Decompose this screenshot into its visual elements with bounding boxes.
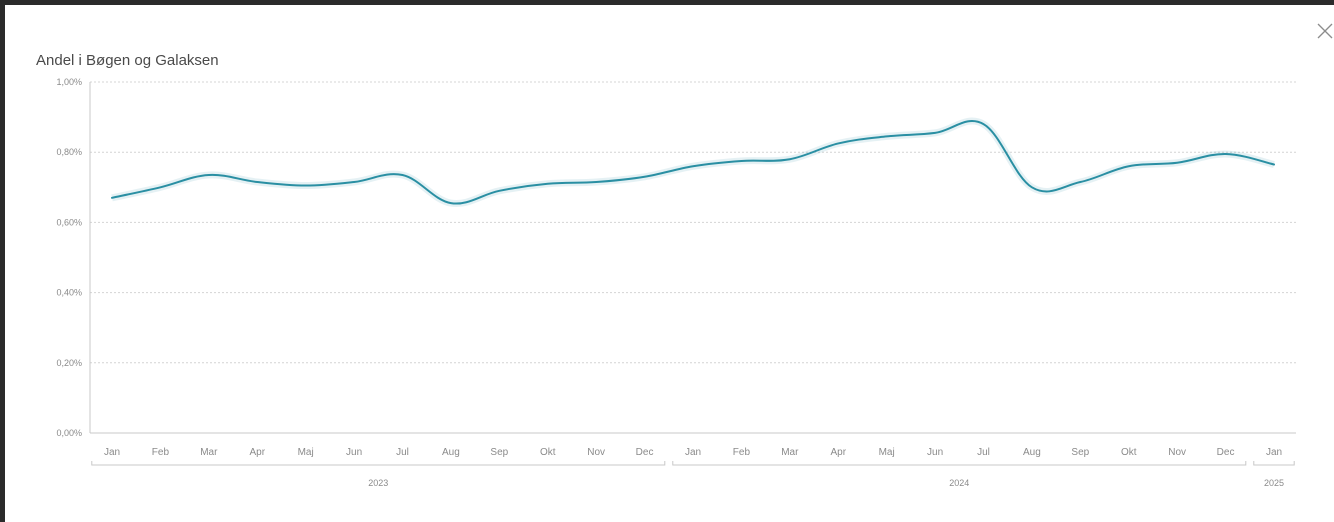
year-bracket: [672, 461, 1247, 466]
x-tick-label: Okt: [540, 447, 556, 458]
x-tick-label: Aug: [1023, 447, 1041, 458]
y-tick-label: 0,60%: [56, 217, 82, 227]
y-tick-label: 0,20%: [56, 358, 82, 368]
x-tick-label: Mar: [200, 447, 218, 458]
y-tick-label: 1,00%: [56, 77, 82, 87]
y-tick-label: 0,80%: [56, 147, 82, 157]
y-tick-label: 0,40%: [56, 288, 82, 298]
x-tick-label: Jan: [104, 447, 120, 458]
series-line-halo: [111, 117, 1275, 208]
x-tick-label: Feb: [733, 447, 751, 458]
chart-title: Andel i Bøgen og Galaksen: [36, 52, 219, 69]
x-tick-label: Jun: [927, 447, 943, 458]
x-tick-label: Apr: [830, 447, 846, 458]
x-tick-label: Jun: [346, 447, 362, 458]
x-tick-label: Sep: [490, 447, 508, 458]
x-tick-label: Feb: [152, 447, 170, 458]
x-tick-label: Maj: [298, 447, 314, 458]
x-tick-label: Nov: [1168, 447, 1186, 458]
x-tick-label: Jul: [977, 447, 990, 458]
x-tick-label: Dec: [636, 447, 654, 458]
year-bracket: [91, 461, 666, 466]
x-tick-label: Dec: [1217, 447, 1235, 458]
y-axis: 0,00% 0,20% 0,40% 0,60% 0,80% 1,00%: [56, 77, 91, 438]
close-icon[interactable]: [1316, 22, 1334, 40]
x-axis: Jan Feb Mar Apr Maj Jun Jul Aug Sep Okt Nov Dec Jan F…: [91, 447, 1295, 488]
y-tick-label: 0,00%: [56, 428, 82, 438]
year-label: 2023: [368, 478, 388, 488]
x-tick-label: Aug: [442, 447, 460, 458]
x-tick-label: Jan: [1266, 447, 1282, 458]
x-tick-label: Okt: [1121, 447, 1137, 458]
year-label: 2025: [1264, 478, 1284, 488]
x-tick-label: Sep: [1071, 447, 1089, 458]
year-bracket: [1253, 461, 1295, 466]
x-tick-label: Jul: [396, 447, 409, 458]
x-tick-label: Jan: [685, 447, 701, 458]
year-label: 2024: [949, 478, 969, 488]
x-tick-label: Mar: [781, 447, 799, 458]
x-tick-label: Apr: [249, 447, 265, 458]
series: [111, 117, 1275, 208]
gridlines: [90, 81, 1296, 434]
series-line[interactable]: [111, 120, 1275, 205]
x-tick-label: Maj: [879, 447, 895, 458]
x-tick-label: Nov: [587, 447, 605, 458]
